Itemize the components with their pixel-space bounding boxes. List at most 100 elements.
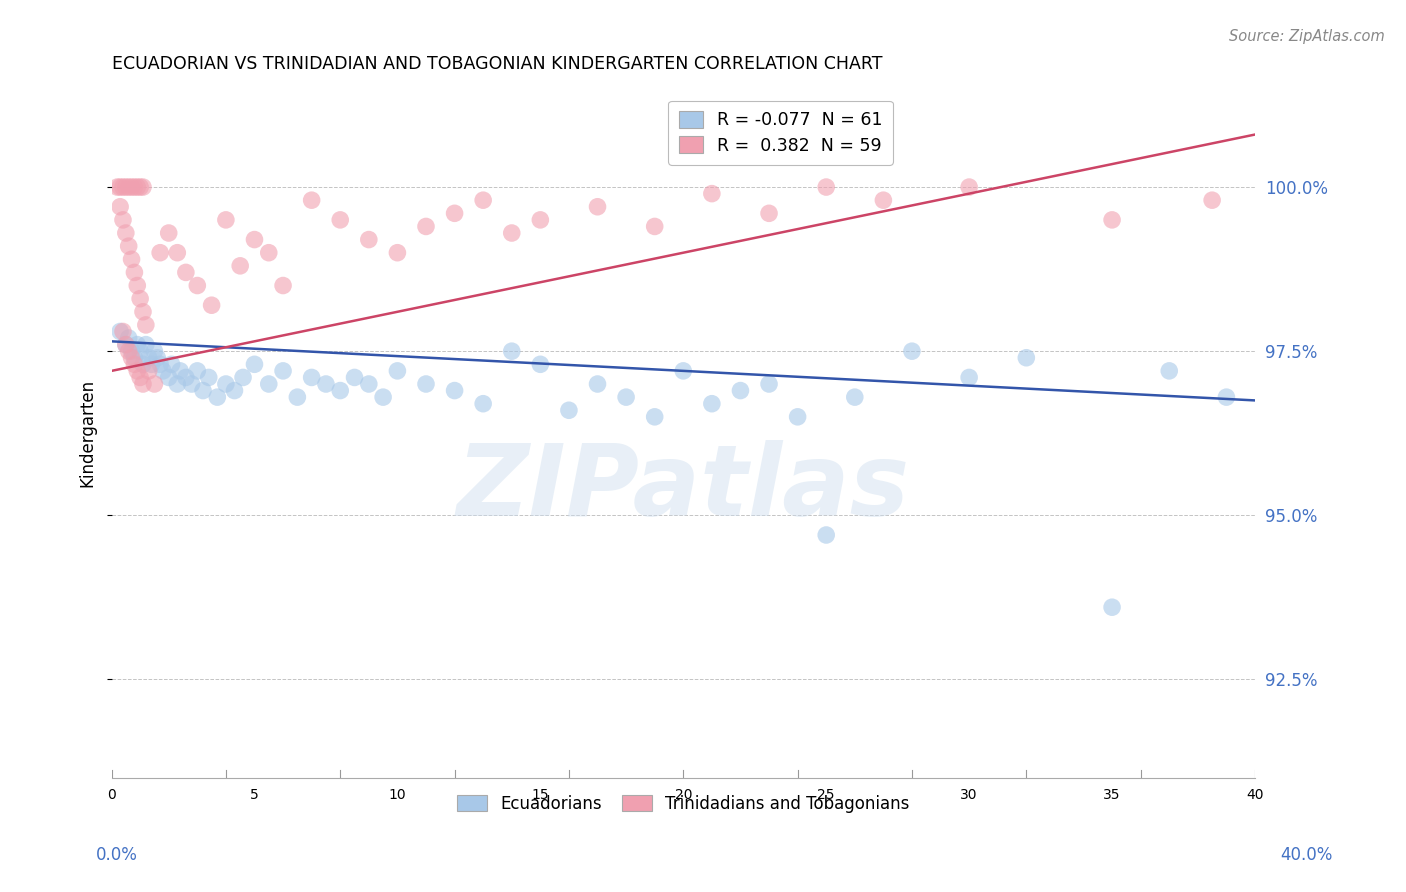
Point [143,376,166,391]
Point [121,180,143,194]
Point [872,193,894,207]
Point [108,325,131,339]
Point [315,376,337,391]
Point [672,364,695,378]
Point [586,376,609,391]
Point [118,239,141,253]
Point [160,357,183,371]
Point [357,376,380,391]
Point [501,344,523,359]
Point [124,180,146,194]
Point [501,226,523,240]
Point [166,376,188,391]
Point [301,370,323,384]
Point [121,344,143,359]
Point [644,409,666,424]
Point [343,370,366,384]
Point [135,337,157,351]
Point [132,180,155,194]
Point [387,245,409,260]
Point [200,298,222,312]
Point [121,252,143,267]
Point [127,278,149,293]
Point [1101,213,1123,227]
Point [108,200,131,214]
Point [786,409,808,424]
Point [118,180,141,194]
Point [815,180,838,194]
Point [1159,364,1181,378]
Point [115,226,138,240]
Point [472,397,495,411]
Point [121,351,143,365]
Point [371,390,394,404]
Point [115,337,138,351]
Point [415,376,437,391]
Point [1101,600,1123,615]
Point [700,186,723,201]
Point [149,357,172,371]
Point [271,364,294,378]
Point [186,278,208,293]
Point [1015,351,1038,365]
Point [108,180,131,194]
Point [141,357,163,371]
Point [111,213,134,227]
Point [1215,390,1237,404]
Point [215,376,238,391]
Point [257,245,280,260]
Point [644,219,666,234]
Point [586,200,609,214]
Point [115,180,138,194]
Point [207,390,229,404]
Y-axis label: Kindergarten: Kindergarten [79,379,96,487]
Point [111,180,134,194]
Point [127,337,149,351]
Point [169,364,191,378]
Point [115,337,138,351]
Point [180,376,202,391]
Point [138,364,160,378]
Text: 40.0%: 40.0% [1281,846,1333,863]
Point [815,528,838,542]
Point [129,292,152,306]
Point [901,344,924,359]
Point [146,351,169,365]
Point [143,344,166,359]
Legend: Ecuadorians, Trinidadians and Tobagonians: Ecuadorians, Trinidadians and Tobagonian… [450,788,917,819]
Point [118,331,141,345]
Text: ECUADORIAN VS TRINIDADIAN AND TOBAGONIAN KINDERGARTEN CORRELATION CHART: ECUADORIAN VS TRINIDADIAN AND TOBAGONIAN… [111,55,882,73]
Point [157,226,180,240]
Point [301,193,323,207]
Point [152,364,174,378]
Point [129,344,152,359]
Point [1201,193,1223,207]
Point [329,213,352,227]
Point [132,376,155,391]
Point [758,376,780,391]
Point [191,384,214,398]
Point [229,259,252,273]
Point [118,344,141,359]
Point [157,370,180,384]
Point [149,245,172,260]
Point [271,278,294,293]
Point [357,233,380,247]
Text: ZIPatlas: ZIPatlas [457,440,910,537]
Point [558,403,581,417]
Point [443,206,465,220]
Point [700,397,723,411]
Point [127,364,149,378]
Point [443,384,465,398]
Point [329,384,352,398]
Point [614,390,637,404]
Point [285,390,308,404]
Point [957,370,980,384]
Point [415,219,437,234]
Text: Source: ZipAtlas.com: Source: ZipAtlas.com [1229,29,1385,44]
Point [132,305,155,319]
Point [257,376,280,391]
Point [105,180,128,194]
Point [243,233,266,247]
Point [529,357,551,371]
